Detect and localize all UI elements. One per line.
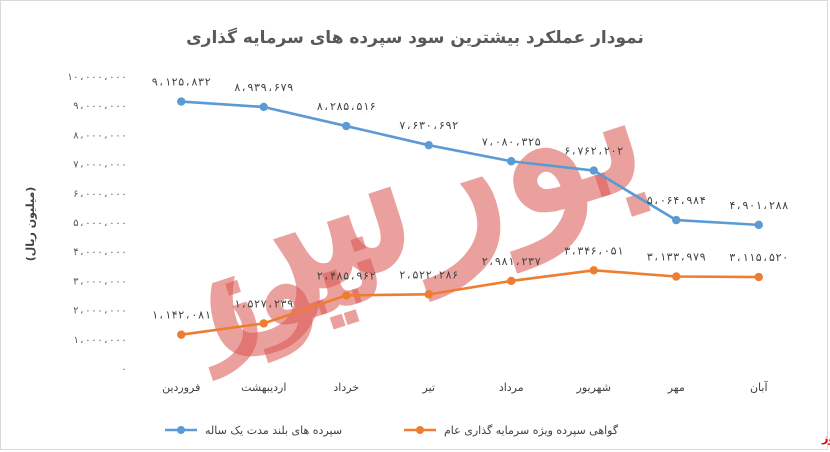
data-point — [754, 220, 763, 230]
data-point — [342, 291, 351, 300]
x-axis-categories: فروردین اردیبهشت خرداد تیر مرداد شهریور مهر آبا… — [162, 380, 768, 394]
data-label: ۷،۰۸۰،۳۲۵ — [481, 135, 541, 148]
x-category-label: آبان — [750, 380, 768, 394]
data-label: ۲،۹۸۱،۲۳۷ — [481, 255, 541, 268]
legend-label: سپرده های بلند مدت یک ساله — [205, 424, 342, 437]
y-tick-label: ۹،۰۰۰،۰۰۰ — [73, 101, 127, 112]
y-tick-label: ۶،۰۰۰،۰۰۰ — [73, 189, 127, 200]
data-point — [589, 266, 598, 275]
data-label: ۳،۳۴۶،۰۵۱ — [564, 244, 624, 257]
series-2: ۱،۱۴۲،۰۸۱ ۱،۵۲۷،۲۳۹ ۲،۴۸۵،۹۶۲ ۲،۵۲۲،۲۸۶ ۲،۹۸… — [151, 244, 789, 339]
data-point — [754, 272, 763, 282]
data-label: ۹،۱۲۵،۸۳۲ — [151, 76, 211, 89]
legend-swatch-marker — [177, 426, 185, 434]
data-point — [259, 319, 268, 328]
data-point — [424, 290, 433, 299]
y-tick-label: ۱۰،۰۰۰،۰۰۰ — [67, 72, 127, 83]
data-label: ۷،۶۳۰،۶۹۲ — [399, 119, 459, 132]
data-point — [177, 97, 186, 106]
y-tick-label: ۸،۰۰۰،۰۰۰ — [73, 130, 127, 141]
legend-item-1: سپرده های بلند مدت یک ساله — [165, 424, 342, 437]
x-category-label: مرداد — [499, 381, 524, 394]
x-category-label: فروردین — [162, 381, 200, 394]
y-tick-label: ۰ — [121, 364, 127, 375]
data-point — [507, 276, 516, 286]
data-label: ۳،۱۳۳،۹۷۹ — [646, 250, 706, 263]
y-tick-label: ۷،۰۰۰،۰۰۰ — [73, 160, 127, 171]
x-category-label: تیر — [422, 381, 435, 394]
data-label: ۵،۰۶۴،۹۸۴ — [646, 194, 706, 207]
x-category-label: خرداد — [333, 381, 359, 394]
data-label: ۸،۲۸۵،۵۱۶ — [316, 100, 376, 113]
legend-item-2: گواهی سپرده ویژه سرمایه گذاری عام — [404, 424, 619, 437]
data-point — [672, 272, 681, 281]
data-label: ۱،۵۲۷،۲۳۹ — [234, 297, 294, 310]
data-point — [177, 330, 186, 339]
legend-label: گواهی سپرده ویژه سرمایه گذاری عام — [444, 424, 619, 437]
y-tick-label: ۵،۰۰۰،۰۰۰ — [73, 218, 127, 229]
data-point — [259, 102, 268, 112]
data-point — [589, 166, 598, 175]
y-tick-label: ۲،۰۰۰،۰۰۰ — [73, 306, 127, 317]
y-tick-label: ۴،۰۰۰،۰۰۰ — [73, 247, 127, 258]
data-label: ۴،۹۰۱،۲۸۸ — [729, 199, 789, 212]
x-category-label: شهریور — [576, 381, 611, 394]
legend: سپرده های بلند مدت یک ساله گواهی سپرده وی… — [165, 424, 619, 437]
series-line — [179, 268, 761, 336]
data-label: ۶،۷۶۲،۲۰۲ — [564, 145, 624, 158]
y-tick-label: ۱،۰۰۰،۰۰۰ — [73, 335, 127, 346]
y-axis-label: (میلیون ریال) — [24, 187, 37, 262]
brand-label: بورس نیوز — [821, 432, 830, 445]
data-label: ۱،۱۴۲،۰۸۱ — [151, 309, 211, 322]
x-category-label: اردیبهشت — [241, 381, 286, 394]
data-point — [672, 215, 681, 225]
series: ۹،۱۲۵،۸۳۲ ۸،۹۳۹،۶۷۹ ۸،۲۸۵،۵۱۶ ۷،۶۳۰،۶۹۲ ۷،۰۸… — [151, 76, 789, 339]
data-label: ۲،۴۸۵،۹۶۲ — [316, 269, 376, 282]
chart-title: نمودار عملکرد بیشترین سود سپرده های سرما… — [186, 27, 644, 48]
x-category-label: مهر — [667, 381, 685, 394]
data-point — [342, 121, 351, 131]
series-1: ۹،۱۲۵،۸۳۲ ۸،۹۳۹،۶۷۹ ۸،۲۸۵،۵۱۶ ۷،۶۳۰،۶۹۲ ۷،۰۸… — [151, 76, 789, 230]
data-point — [507, 157, 516, 166]
legend-swatch-marker — [416, 426, 424, 434]
data-point — [424, 140, 433, 150]
y-axis-ticks: ۰ ۱،۰۰۰،۰۰۰ ۲،۰۰۰،۰۰۰ ۳،۰۰۰،۰۰۰ ۴،۰۰۰،۰۰۰ ۵،۰… — [67, 72, 127, 375]
data-label: ۲،۵۲۲،۲۸۶ — [399, 268, 459, 281]
y-tick-label: ۳،۰۰۰،۰۰۰ — [73, 276, 127, 287]
watermark: بورس نیوز — [149, 7, 671, 382]
data-label: ۸،۹۳۹،۶۷۹ — [234, 81, 294, 94]
data-label: ۳،۱۱۵،۵۲۰ — [729, 251, 789, 264]
series-line — [179, 100, 761, 227]
